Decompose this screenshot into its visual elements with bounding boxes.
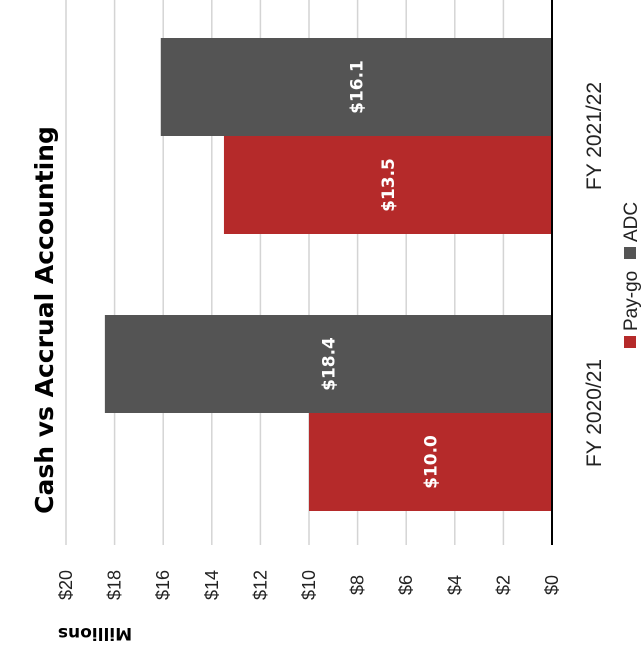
- bar-adc-0: [104, 315, 552, 413]
- tick-label: $16: [153, 570, 173, 600]
- tick-label: $2: [493, 575, 513, 595]
- tick-label: $10: [299, 570, 319, 600]
- bars: $10.0 $18.4 $13.5 $16.1: [104, 38, 552, 511]
- tick-label: $4: [445, 575, 465, 595]
- bar-adc-1: [160, 38, 552, 136]
- legend-swatch-pay-go: [624, 336, 636, 348]
- data-label: $16.1: [347, 60, 367, 114]
- legend-label-pay-go: Pay-go: [621, 271, 642, 331]
- bar-pay-go-1: [223, 136, 552, 234]
- bar-pay-go-0: [309, 413, 552, 511]
- tick-label: $12: [250, 570, 270, 600]
- tick-label: $20: [56, 570, 76, 600]
- data-label: $10.0: [422, 435, 442, 489]
- category-labels: FY 2020/21 FY 2021/22: [583, 82, 606, 467]
- tick-label: $8: [348, 575, 368, 595]
- tick-label: $0: [542, 575, 562, 595]
- tick-label: $14: [202, 570, 222, 600]
- tick-label: $6: [396, 575, 416, 595]
- y-axis-label: Millions: [58, 623, 132, 643]
- tick-label: $18: [105, 570, 125, 600]
- tick-labels: $0 $2 $4 $6 $8 $10 $12 $14 $16 $18 $20: [56, 570, 562, 600]
- chart-title: Cash vs Accrual Accounting: [30, 126, 59, 514]
- data-label: $13.5: [379, 158, 399, 212]
- category-label: FY 2020/21: [583, 359, 606, 467]
- category-label: FY 2021/22: [583, 82, 606, 190]
- data-label: $18.4: [319, 337, 339, 391]
- legend-label-adc: ADC: [621, 202, 642, 242]
- legend: Pay-go ADC: [621, 202, 642, 348]
- legend-swatch-adc: [624, 247, 636, 259]
